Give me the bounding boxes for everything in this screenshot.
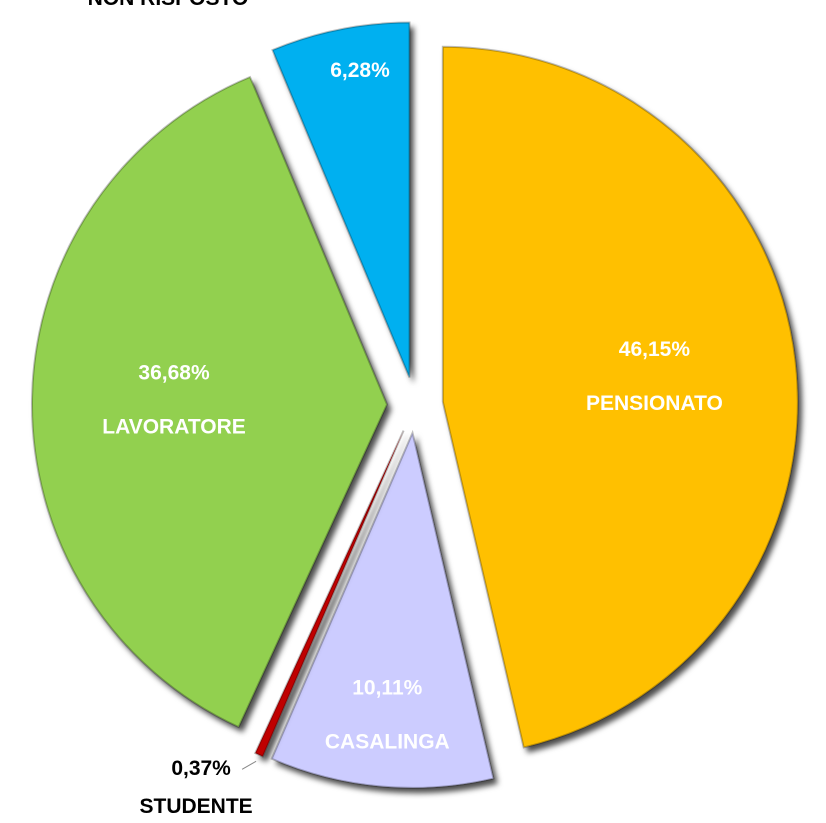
category-label: STUDENTE [139,795,252,818]
data-label: 0,37% [171,757,231,780]
data-label: 46,15% [619,338,691,361]
data-label: 36,68% [138,361,210,384]
category-label: CASALINGA [325,730,450,753]
category-label: NON RISPOSTO [88,0,249,10]
pie-slice [31,75,389,729]
data-label: 6,28% [330,59,390,82]
leader-line [241,760,257,770]
pie-slice [253,430,405,758]
pie-slice [270,429,495,789]
pie-slice [271,21,411,378]
category-label: LAVORATORE [102,415,246,438]
data-label: 10,11% [352,676,422,699]
pie-slice [441,45,799,749]
category-label: PENSIONATO [586,392,723,415]
